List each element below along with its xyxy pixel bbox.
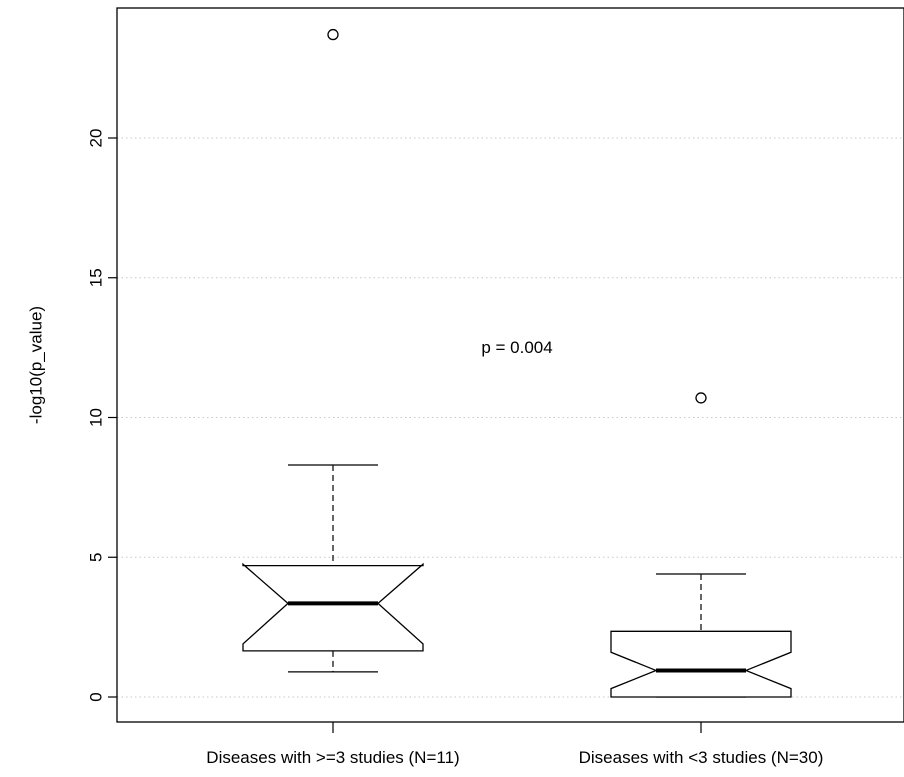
- y-axis-title: -log10(p_value): [27, 306, 46, 424]
- y-axis: 0 5 10 15 20: [87, 129, 117, 702]
- x-tick-label-1: Diseases with >=3 studies (N=11): [206, 748, 459, 767]
- y-tick-label-20: 20: [87, 129, 106, 148]
- p-value-annotation: p = 0.004: [481, 338, 552, 357]
- y-tick-label-5: 5: [87, 553, 106, 562]
- boxes: [242, 28, 792, 698]
- box-body-1: [242, 562, 424, 652]
- plot-frame: [116, 7, 904, 723]
- y-tick-label-15: 15: [87, 268, 106, 287]
- outlier-2-1: [695, 392, 707, 404]
- box-2: [610, 392, 792, 698]
- box-1: [242, 28, 424, 673]
- outlier-1-1: [327, 28, 339, 41]
- y-tick-label-0: 0: [87, 692, 106, 701]
- x-axis: Diseases with >=3 studies (N=11) Diseases…: [206, 722, 823, 767]
- x-tick-label-2: Diseases with <3 studies (N=30): [579, 748, 824, 767]
- grid-lines: [117, 137, 904, 698]
- y-tick-label-10: 10: [87, 408, 106, 427]
- box-body-2: [610, 630, 792, 698]
